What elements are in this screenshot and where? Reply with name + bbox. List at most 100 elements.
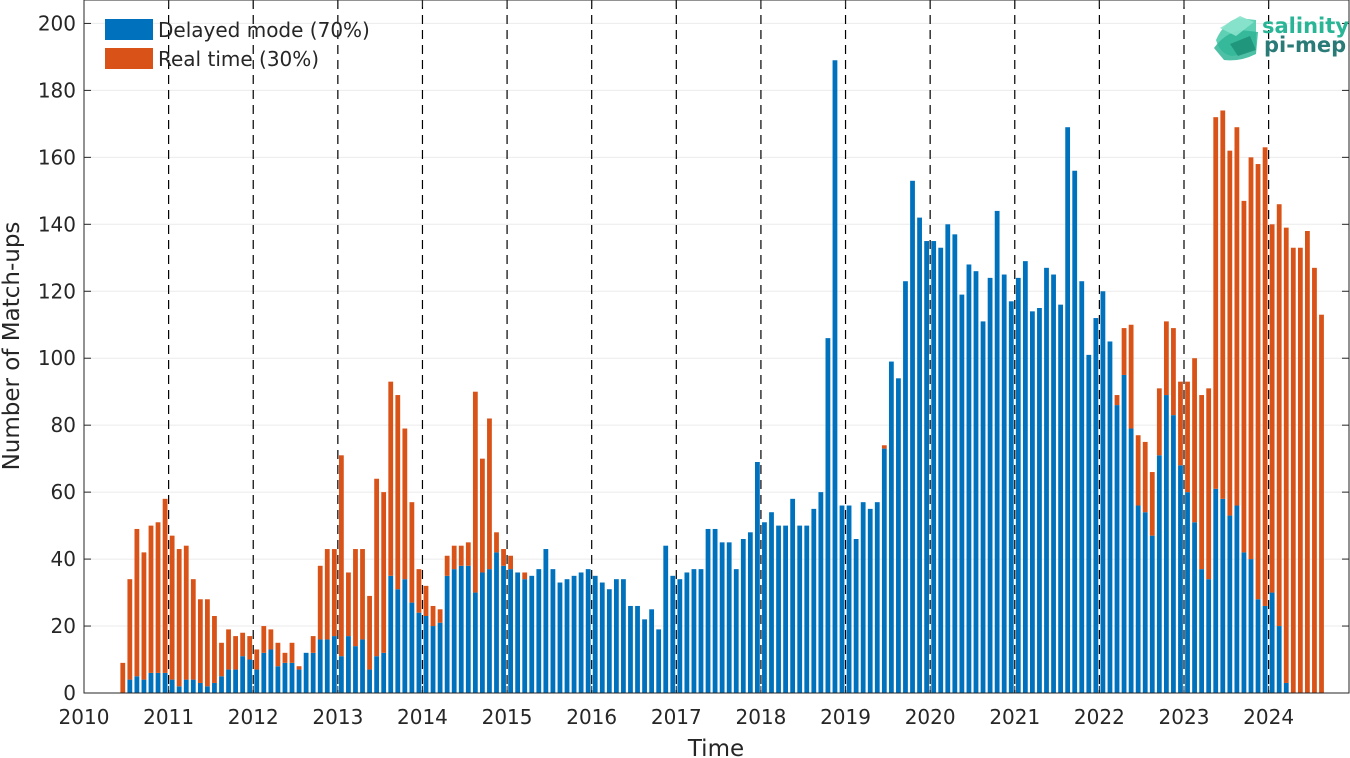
bar-realtime-51	[480, 458, 485, 573]
bar-realtime-29	[324, 549, 330, 640]
bar-delayed-79	[677, 579, 683, 693]
bar-realtime-168	[1305, 231, 1310, 693]
bar-delayed-142	[1121, 374, 1127, 693]
bar-delayed-36	[374, 656, 380, 693]
bar-delayed-21	[268, 649, 274, 693]
legend-label-delayed: Delayed mode (70%)	[158, 18, 370, 42]
x-tick-label-2012: 2012	[228, 705, 279, 729]
bar-delayed-42	[416, 612, 422, 693]
bar-realtime-22	[275, 642, 281, 667]
bar-delayed-122	[980, 321, 986, 693]
bar-realtime-48	[458, 545, 464, 566]
bar-delayed-156	[1220, 498, 1226, 693]
bar-realtime-12	[205, 599, 210, 687]
y-tick-label-160: 160	[38, 145, 76, 169]
bar-realtime-54	[501, 549, 506, 566]
bar-delayed-11	[197, 682, 203, 693]
bar-delayed-29	[324, 639, 330, 693]
bar-delayed-155	[1213, 488, 1219, 693]
bar-realtime-167	[1297, 247, 1303, 693]
bar-realtime-152	[1192, 358, 1197, 523]
bar-delayed-157	[1227, 515, 1233, 693]
x-tick-label-2010: 2010	[59, 705, 110, 729]
bar-delayed-74	[642, 619, 647, 693]
bar-delayed-105	[860, 502, 866, 693]
bar-delayed-52	[487, 569, 492, 693]
bar-delayed-133	[1058, 304, 1063, 693]
bar-realtime-35	[367, 595, 372, 670]
bar-delayed-153	[1199, 569, 1205, 693]
bar-delayed-141	[1114, 405, 1120, 693]
bar-delayed-82	[698, 569, 704, 693]
bar-delayed-150	[1178, 465, 1183, 693]
bar-realtime-2	[134, 528, 140, 677]
bar-realtime-10	[190, 579, 196, 680]
bar-delayed-161	[1255, 599, 1261, 693]
bar-delayed-140	[1107, 341, 1113, 693]
bar-delayed-135	[1072, 170, 1078, 693]
bar-delayed-70	[613, 579, 619, 693]
bar-delayed-71	[621, 579, 626, 693]
bar-delayed-90	[755, 462, 760, 693]
bar-realtime-42	[416, 569, 422, 613]
bar-delayed-96	[797, 525, 803, 693]
bar-delayed-97	[804, 525, 810, 693]
y-tick-label-20: 20	[51, 614, 76, 638]
bar-realtime-169	[1312, 267, 1317, 693]
bar-delayed-118	[952, 234, 958, 693]
bar-delayed-38	[388, 575, 394, 693]
bar-realtime-9	[183, 545, 189, 680]
bar-delayed-73	[635, 605, 640, 693]
bar-delayed-113	[917, 217, 922, 693]
bar-delayed-75	[649, 609, 655, 693]
y-tick-label-200: 200	[38, 11, 76, 35]
bar-realtime-14	[219, 642, 224, 677]
bar-delayed-39	[395, 589, 401, 693]
bar-realtime-45	[437, 609, 443, 623]
bar-delayed-84	[712, 528, 718, 693]
bar-realtime-4	[148, 525, 154, 673]
legend-swatch-realtime	[105, 48, 153, 69]
bar-delayed-45	[437, 622, 443, 693]
bar-realtime-19	[254, 649, 260, 670]
bar-delayed-72	[628, 605, 633, 693]
bar-realtime-164	[1276, 204, 1282, 627]
bar-realtime-36	[374, 478, 380, 657]
bar-realtime-8	[176, 549, 182, 687]
x-tick-label-2016: 2016	[566, 705, 617, 729]
bar-delayed-12	[205, 686, 210, 693]
bar-realtime-40	[402, 428, 408, 580]
bar-delayed-128	[1022, 261, 1028, 693]
bar-delayed-131	[1044, 267, 1049, 693]
bar-delayed-1	[127, 679, 133, 693]
bar-delayed-53	[494, 552, 499, 693]
logo-text-pimep: pi-mep	[1264, 33, 1346, 57]
bar-realtime-159	[1241, 200, 1247, 553]
bar-delayed-85	[719, 542, 725, 693]
plot-frame	[83, 0, 1350, 694]
bar-realtime-147	[1156, 388, 1162, 456]
bar-delayed-8	[176, 686, 182, 693]
bar-realtime-17	[240, 632, 246, 657]
bar-delayed-138	[1093, 318, 1099, 693]
bar-delayed-15	[226, 669, 231, 693]
bar-delayed-54	[501, 565, 506, 693]
bar-realtime-52	[487, 418, 492, 570]
bar-realtime-154	[1206, 388, 1212, 580]
bar-realtime-34	[360, 549, 365, 640]
bar-delayed-108	[881, 448, 887, 693]
bar-delayed-67	[592, 575, 598, 693]
bar-delayed-7	[169, 679, 175, 693]
bar-realtime-142	[1121, 328, 1127, 375]
bar-realtime-1	[127, 579, 133, 680]
bar-realtime-47	[451, 545, 457, 570]
bar-delayed-165	[1283, 682, 1289, 693]
bar-delayed-151	[1185, 492, 1190, 693]
bar-delayed-64	[571, 575, 577, 693]
wave-logo-icon	[1214, 16, 1258, 61]
bar-delayed-19	[254, 669, 260, 693]
bar-delayed-63	[564, 579, 570, 693]
bar-delayed-162	[1262, 605, 1268, 693]
y-tick-label-80: 80	[51, 413, 76, 437]
bar-realtime-141	[1114, 395, 1120, 406]
